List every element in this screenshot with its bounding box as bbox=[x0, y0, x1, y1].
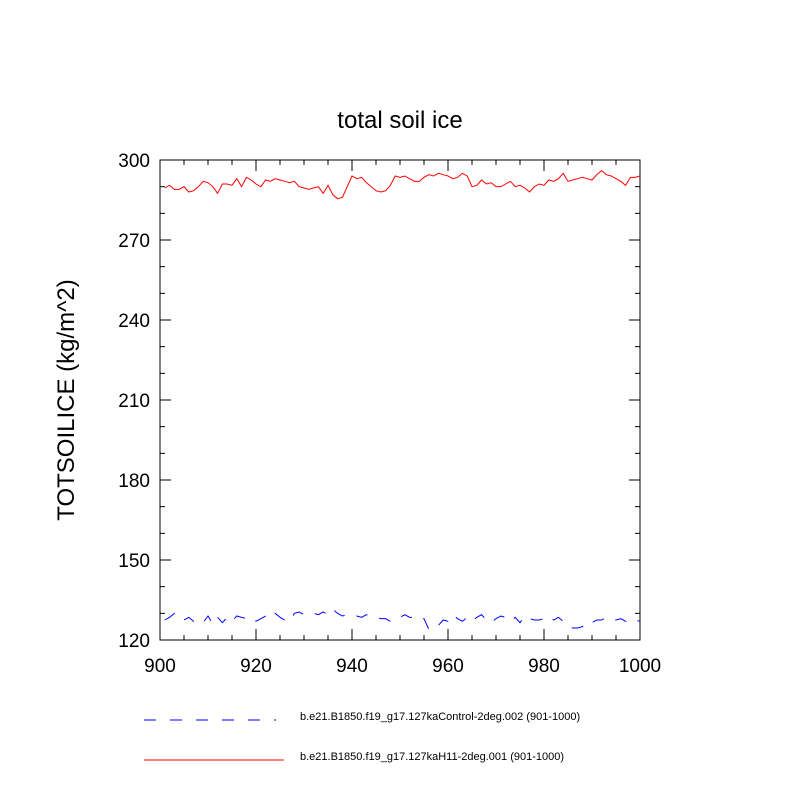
chart-title: total soil ice bbox=[337, 107, 462, 134]
legend-label-h11: b.e21.B1850.f19_g17.127kaH11-2deg.001 (9… bbox=[300, 751, 565, 763]
legend-label-control: b.e21.B1850.f19_g17.127kaControl-2deg.00… bbox=[300, 711, 581, 723]
y-tick-label: 150 bbox=[118, 551, 150, 572]
plot-frame bbox=[159, 159, 641, 641]
y-tick-label: 300 bbox=[118, 151, 150, 172]
x-tick-label: 940 bbox=[336, 656, 368, 677]
x-tick-label: 1000 bbox=[619, 656, 661, 677]
x-tick-label: 960 bbox=[432, 656, 464, 677]
legend-swatch-h11 bbox=[144, 759, 284, 761]
y-tick-label: 240 bbox=[118, 311, 150, 332]
x-tick-label: 900 bbox=[144, 656, 176, 677]
line-chart: total soil ice TOTSOILICE (kg/m^2) 900 92… bbox=[53, 107, 661, 677]
legend-entry-h11: b.e21.B1850.f19_g17.127kaH11-2deg.001 (9… bbox=[144, 749, 764, 769]
x-tick-label: 920 bbox=[240, 656, 272, 677]
x-tick-label: 980 bbox=[528, 656, 560, 677]
y-tick-label: 210 bbox=[118, 391, 150, 412]
y-tick-label: 180 bbox=[118, 471, 150, 492]
y-axis-label: TOTSOILICE (kg/m^2) bbox=[53, 279, 80, 521]
legend-entry-control: b.e21.B1850.f19_g17.127kaControl-2deg.00… bbox=[144, 709, 764, 729]
y-tick-label: 270 bbox=[118, 231, 150, 252]
legend-swatch-control bbox=[144, 719, 276, 721]
series-line-0 bbox=[164, 608, 641, 630]
series-line-1 bbox=[164, 170, 641, 200]
y-tick-label: 120 bbox=[118, 631, 150, 652]
